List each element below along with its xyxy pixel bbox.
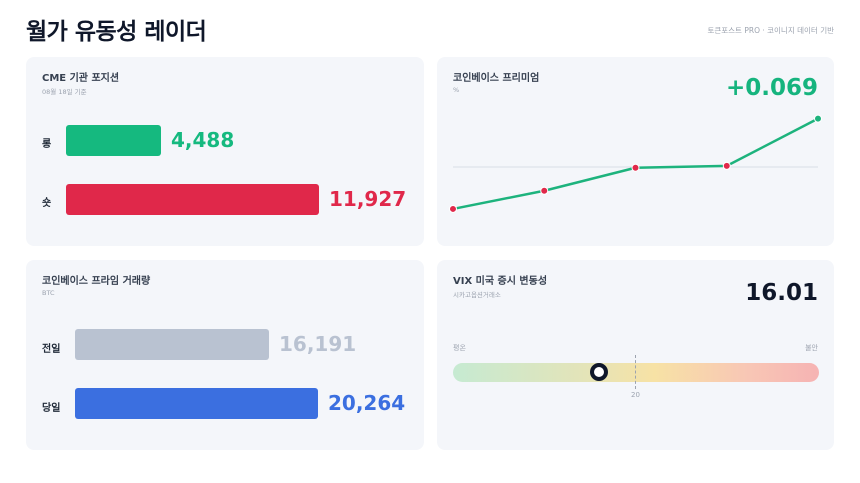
short-bar bbox=[66, 184, 319, 215]
premium-point bbox=[722, 161, 731, 170]
volume-title: 코인베이스 프라임 거래량 bbox=[42, 276, 151, 287]
short-label: 숏 bbox=[42, 198, 52, 209]
volume-card: 코인베이스 프라임 거래량 BTC 전일 16,191 당일 20,264 bbox=[26, 260, 424, 450]
gauge-reference-line bbox=[635, 355, 636, 389]
premium-point bbox=[540, 186, 549, 195]
cme-subtitle: 08월 18일 기준 bbox=[42, 88, 87, 96]
vix-gauge-marker bbox=[590, 363, 608, 381]
gauge-reference-label: 20 bbox=[631, 391, 640, 399]
premium-point bbox=[449, 204, 457, 213]
page-title: 월가 유동성 레이더 bbox=[26, 19, 207, 45]
cme-card: CME 기관 포지션 08월 18일 기준 롱 4,488 숏 11,927 bbox=[26, 57, 424, 246]
premium-line-chart bbox=[449, 114, 822, 213]
vix-gauge-track bbox=[453, 363, 819, 382]
premium-point bbox=[631, 163, 640, 172]
gauge-high-label: 불안 bbox=[805, 344, 818, 352]
long-label: 롱 bbox=[42, 139, 52, 150]
source-label: 토큰포스트 PRO · 코이니지 데이터 기반 bbox=[707, 26, 834, 35]
premium-title: 코인베이스 프리미엄 bbox=[453, 73, 540, 84]
gauge-low-label: 평온 bbox=[453, 344, 466, 352]
today-value: 20,264 bbox=[328, 391, 406, 415]
vix-title: VIX 미국 증시 변동성 bbox=[453, 276, 548, 287]
premium-card: 코인베이스 프리미엄 % +0.069 bbox=[437, 57, 834, 246]
vix-card: VIX 미국 증시 변동성 시카고옵션거래소 16.01 평온 불안 20 bbox=[437, 260, 834, 450]
prev-day-value: 16,191 bbox=[279, 332, 357, 356]
premium-subtitle: % bbox=[453, 86, 460, 94]
long-value: 4,488 bbox=[171, 128, 235, 152]
today-bar bbox=[75, 388, 318, 419]
today-label: 당일 bbox=[42, 403, 61, 414]
prev-day-bar bbox=[75, 329, 269, 360]
premium-value: +0.069 bbox=[725, 75, 818, 101]
vix-subtitle: 시카고옵션거래소 bbox=[453, 291, 501, 299]
volume-subtitle: BTC bbox=[42, 289, 55, 297]
vix-value: 16.01 bbox=[745, 280, 818, 306]
prev-day-label: 전일 bbox=[42, 344, 61, 355]
cme-title: CME 기관 포지션 bbox=[42, 73, 120, 84]
premium-point bbox=[814, 114, 822, 123]
short-value: 11,927 bbox=[329, 187, 407, 211]
long-bar bbox=[66, 125, 161, 156]
